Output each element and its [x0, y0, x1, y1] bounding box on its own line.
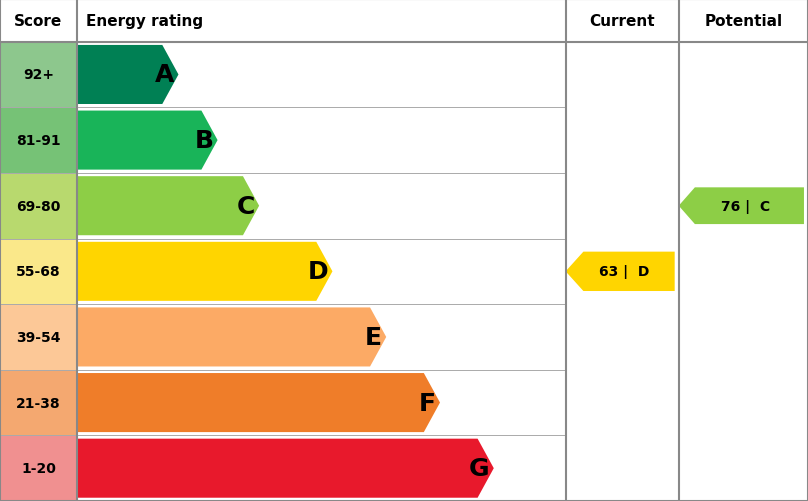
Text: 76 |  C: 76 | C [721, 199, 770, 213]
Text: B: B [195, 129, 213, 153]
Text: 55-68: 55-68 [16, 265, 61, 279]
Text: Potential: Potential [705, 14, 782, 29]
Bar [0, 108, 77, 173]
Text: A: A [155, 63, 175, 87]
Text: 69-80: 69-80 [16, 199, 61, 213]
Text: 81-91: 81-91 [16, 134, 61, 148]
Text: 1-20: 1-20 [21, 461, 56, 475]
Polygon shape [77, 177, 259, 236]
Text: D: D [308, 260, 328, 284]
Bar [0, 435, 77, 501]
Polygon shape [77, 439, 494, 497]
Bar [0, 370, 77, 435]
Bar [0, 43, 77, 108]
Text: G: G [469, 456, 490, 480]
Text: 92+: 92+ [23, 68, 54, 82]
Polygon shape [679, 188, 804, 224]
Bar [0, 305, 77, 370]
Bar [0, 239, 77, 305]
Text: 39-54: 39-54 [16, 330, 61, 344]
Text: 21-38: 21-38 [16, 396, 61, 410]
Text: Current: Current [589, 14, 655, 29]
Polygon shape [77, 46, 179, 105]
Text: C: C [237, 194, 255, 218]
Text: E: E [365, 325, 382, 349]
Text: Score: Score [15, 14, 62, 29]
Polygon shape [77, 242, 332, 301]
Polygon shape [77, 308, 386, 367]
Polygon shape [566, 252, 675, 292]
Polygon shape [77, 373, 440, 432]
Text: Energy rating: Energy rating [86, 14, 204, 29]
Text: 63 |  D: 63 | D [599, 265, 650, 279]
Bar [0, 173, 77, 239]
Polygon shape [77, 111, 217, 170]
Text: F: F [419, 391, 436, 415]
